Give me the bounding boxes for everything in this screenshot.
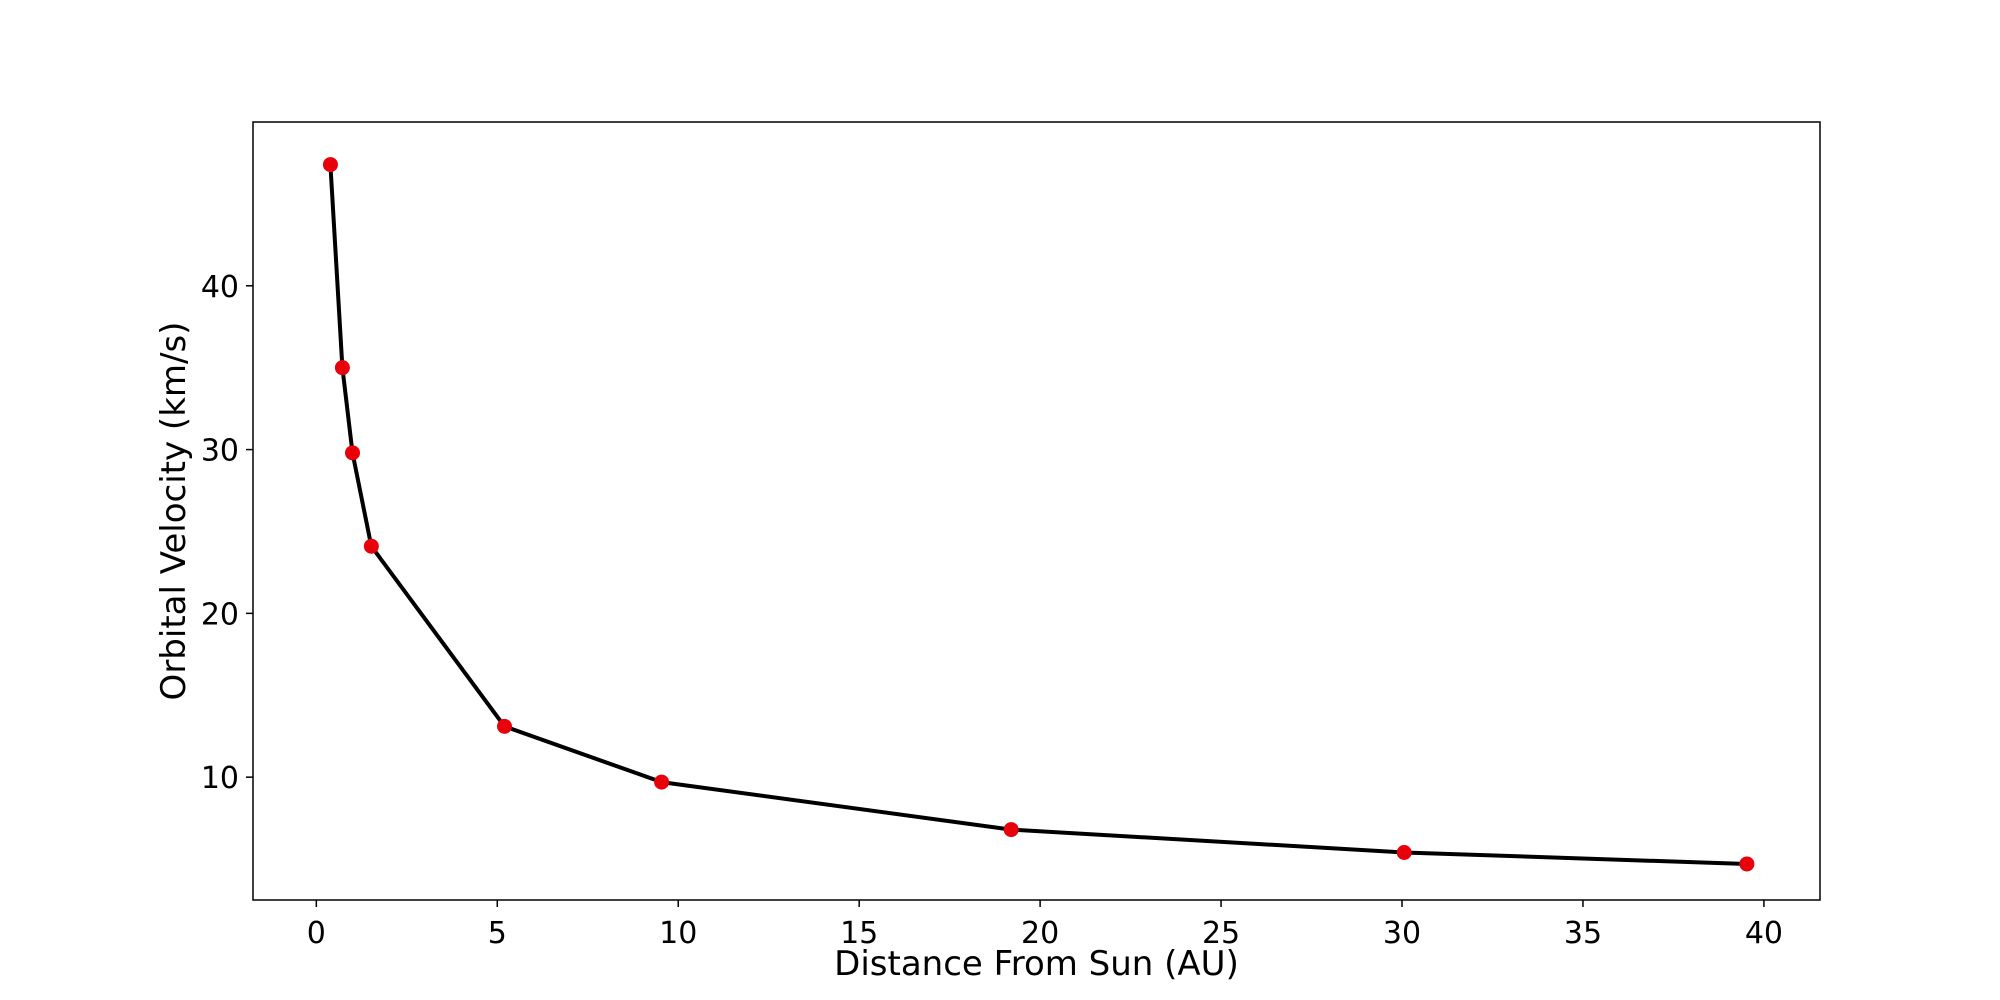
x-tick-label: 10: [659, 916, 697, 951]
y-tick-label: 10: [201, 761, 239, 796]
x-axis: 0 5 10 15 20 25 30 35 40: [307, 900, 1783, 951]
series-line: [328, 164, 1747, 866]
data-point: [497, 718, 513, 734]
y-axis-label: Orbital Velocity (km/s): [154, 322, 194, 701]
y-axis: 10 20 30 40: [201, 270, 253, 796]
y-tick-label: 20: [201, 597, 239, 632]
x-tick-label: 0: [307, 916, 326, 951]
x-tick-label: 30: [1383, 916, 1421, 951]
y-tick-label: 40: [201, 270, 239, 305]
x-tick-label: 15: [840, 916, 878, 951]
data-layer: [322, 157, 1755, 872]
x-tick-label: 35: [1564, 916, 1602, 951]
data-point: [363, 538, 379, 554]
data-point: [345, 445, 361, 461]
x-tick-label: 25: [1202, 916, 1240, 951]
data-point: [654, 774, 670, 790]
data-point: [1396, 845, 1412, 861]
data-point: [322, 157, 338, 173]
data-point: [1003, 822, 1019, 838]
data-point: [1739, 856, 1755, 872]
plot-frame: [252, 121, 1821, 901]
y-tick-label: 30: [201, 434, 239, 469]
x-axis-label: Distance From Sun (AU): [834, 944, 1239, 984]
x-tick-label: 40: [1745, 916, 1783, 951]
x-tick-label: 5: [488, 916, 507, 951]
x-tick-label: 20: [1021, 916, 1059, 951]
data-point: [334, 360, 350, 376]
